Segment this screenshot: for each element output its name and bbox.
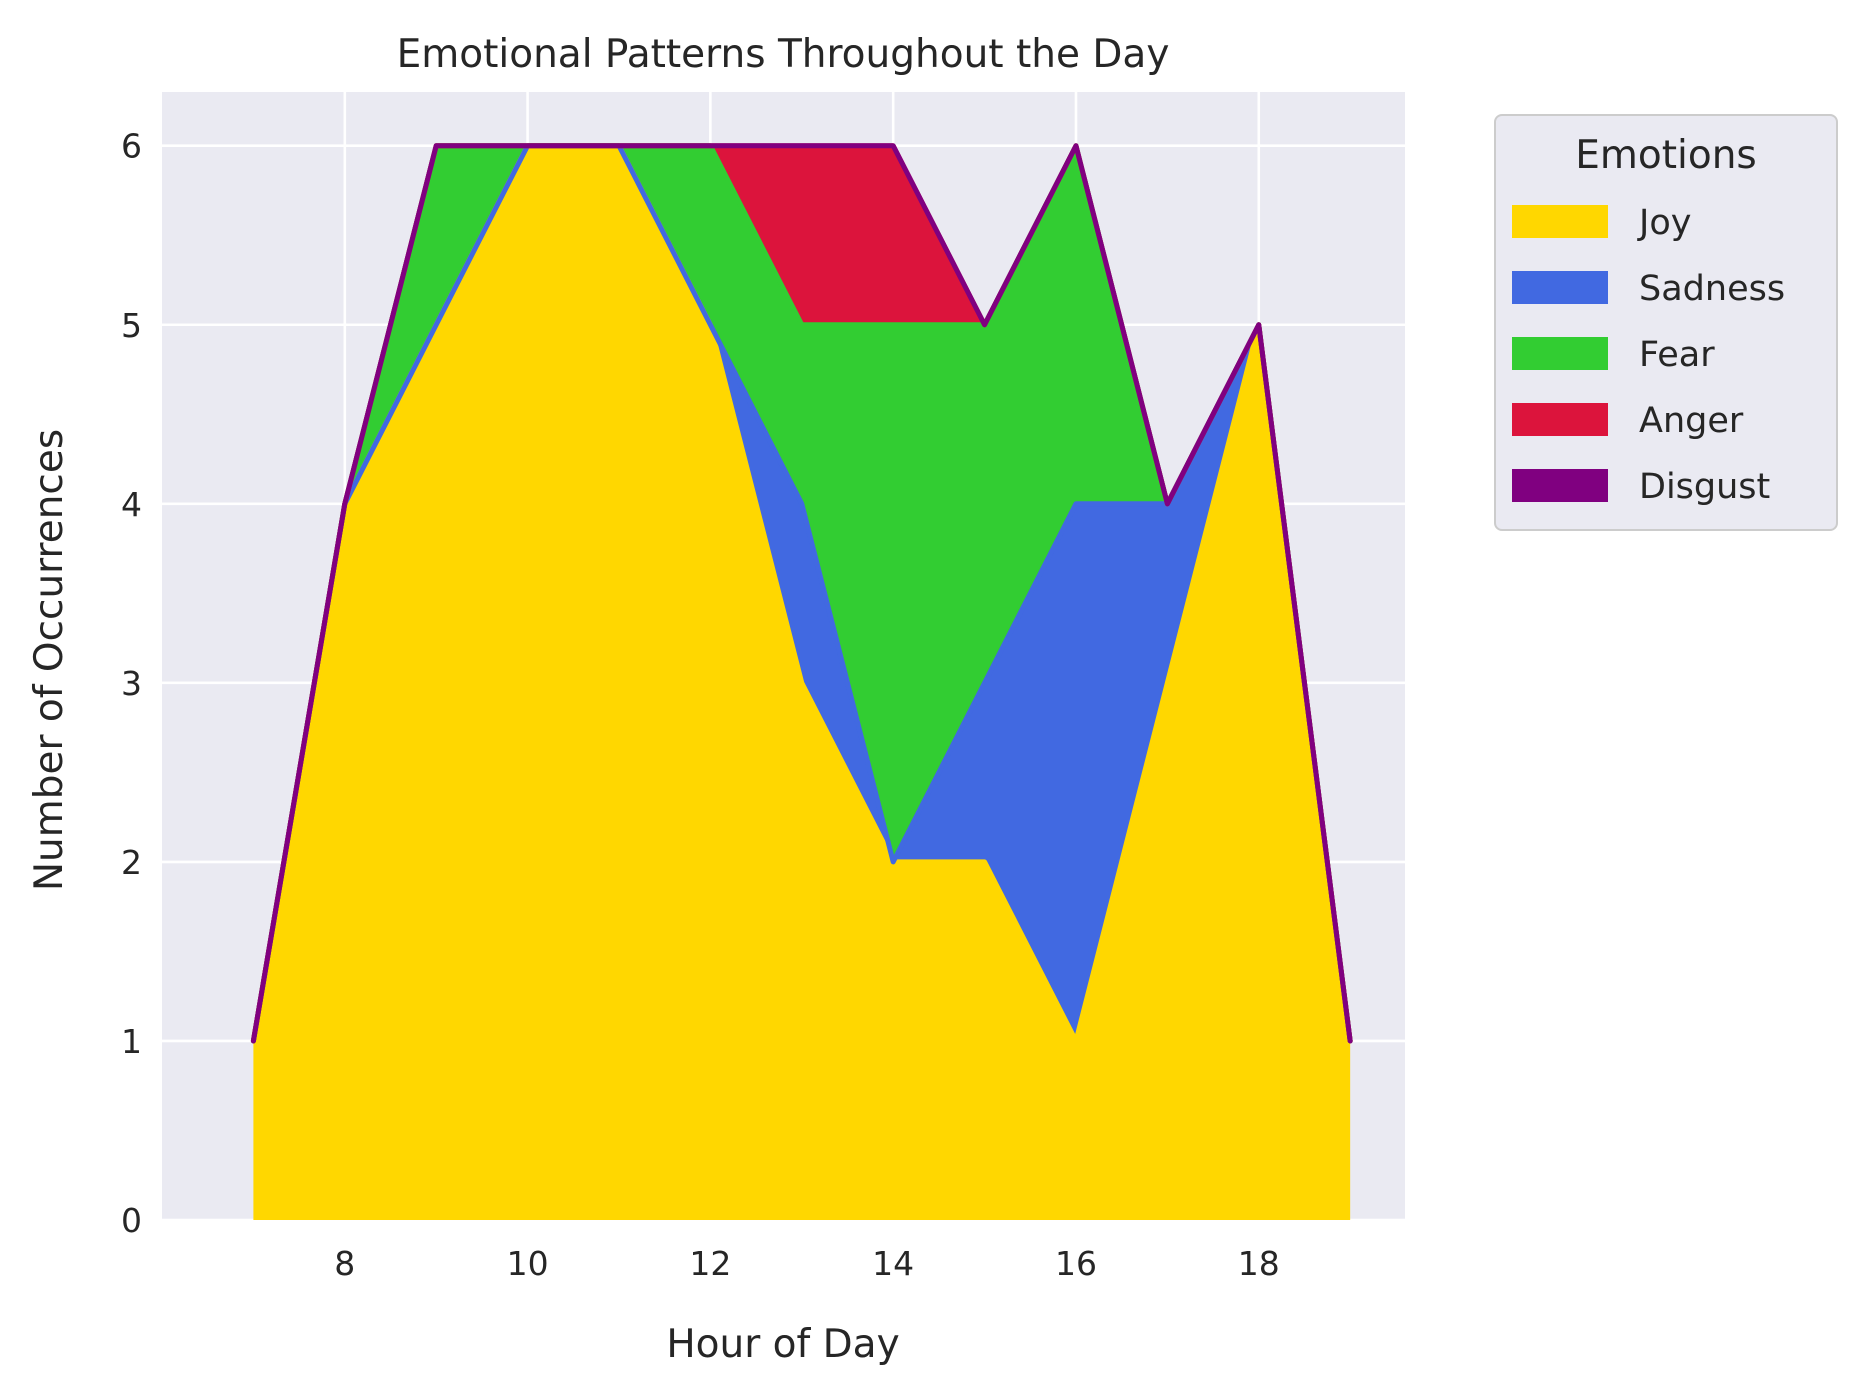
x-tick-labels: 8 10 12 14 16 18	[334, 1244, 1279, 1283]
area-sadness	[253, 145, 1351, 1041]
x-axis-label: Hour of Day	[666, 1322, 899, 1367]
x-tick-label: 14	[872, 1244, 914, 1283]
legend-swatch-sadness	[1512, 271, 1608, 304]
line-disgust	[250, 143, 1353, 1044]
y-tick-label: 6	[121, 127, 142, 166]
legend: Emotions Joy Sadness Fear Anger Disgust	[1494, 114, 1838, 531]
x-tick-label: 12	[689, 1244, 731, 1283]
x-tick-label: 10	[507, 1244, 549, 1283]
legend-swatch-joy	[1512, 205, 1608, 238]
series-lines	[250, 143, 1353, 1044]
y-tick-label: 0	[121, 1201, 142, 1240]
x-tick-label: 16	[1055, 1244, 1097, 1283]
x-tick-label: 18	[1238, 1244, 1280, 1283]
legend-label-fear: Fear	[1639, 335, 1715, 375]
y-tick-labels: 0 1 2 3 4 5 6	[121, 127, 142, 1240]
legend-items: Joy Sadness Fear Anger Disgust	[1512, 203, 1785, 507]
y-tick-label: 1	[121, 1022, 142, 1061]
chart-title: Emotional Patterns Throughout the Day	[397, 32, 1170, 77]
y-tick-label: 3	[121, 664, 142, 703]
x-tick-label: 8	[334, 1244, 355, 1283]
legend-label-sadness: Sadness	[1639, 269, 1785, 309]
legend-swatch-disgust	[1512, 469, 1608, 502]
legend-title: Emotions	[1575, 133, 1757, 178]
y-tick-label: 2	[121, 843, 142, 882]
legend-swatch-anger	[1512, 403, 1608, 436]
y-tick-label: 5	[121, 306, 142, 345]
legend-swatch-fear	[1512, 337, 1608, 370]
legend-label-disgust: Disgust	[1639, 467, 1770, 507]
y-axis-label: Number of Occurrences	[27, 429, 72, 891]
y-tick-label: 4	[121, 485, 142, 524]
area-joy	[253, 145, 1351, 1221]
legend-label-anger: Anger	[1639, 401, 1744, 441]
legend-label-joy: Joy	[1637, 203, 1691, 243]
area-fear	[253, 145, 1351, 1041]
